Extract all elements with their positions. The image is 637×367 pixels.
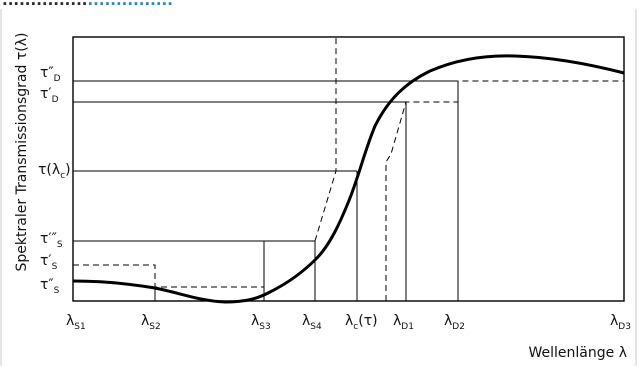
ytick-tau-s-single: τ′S (40, 253, 58, 272)
y-axis-label: Spektraler Transmissionsgrad τ(λ) (14, 33, 30, 272)
ytick-tau-s-double: τ″S (40, 277, 60, 296)
dashed-step-upper (385, 80, 624, 301)
header-title: .............................. (2, 0, 173, 9)
xtick-ld1: λD1 (393, 313, 414, 332)
xtick-ld3: λD3 (610, 313, 631, 332)
ytick-tau-d-double: τ″D (40, 65, 61, 84)
horizontal-reference-lines (73, 80, 458, 242)
x-axis-label: Wellenlänge λ (529, 345, 627, 361)
ytick-tau-d-single: τ′D (40, 86, 59, 105)
xtick-ls4: λS4 (302, 313, 322, 332)
xtick-lc: λc(τ) (345, 313, 378, 332)
xtick-ls3: λS3 (251, 313, 271, 332)
xtick-ls1: λS1 (66, 313, 86, 332)
vertical-reference-lines (154, 81, 459, 301)
xtick-ls2: λS2 (141, 313, 161, 332)
dashed-step-lower (73, 37, 337, 288)
ytick-tau-lambda-c: τ(λc) (38, 162, 71, 181)
x-tick-labels: λS1 λS2 λS3 λS4 λc(τ) λD1 λD2 λD3 (66, 313, 631, 332)
ytick-tau-s-triple: τ′″S (40, 231, 63, 250)
page-header: .............................. (0, 0, 637, 10)
y-tick-labels: τ″D τ′D τ(λc) τ′″S τ′S τ″S (38, 65, 71, 296)
transmission-curve (72, 54, 625, 304)
plot-area (72, 36, 625, 302)
xtick-ld2: λD2 (444, 313, 465, 332)
